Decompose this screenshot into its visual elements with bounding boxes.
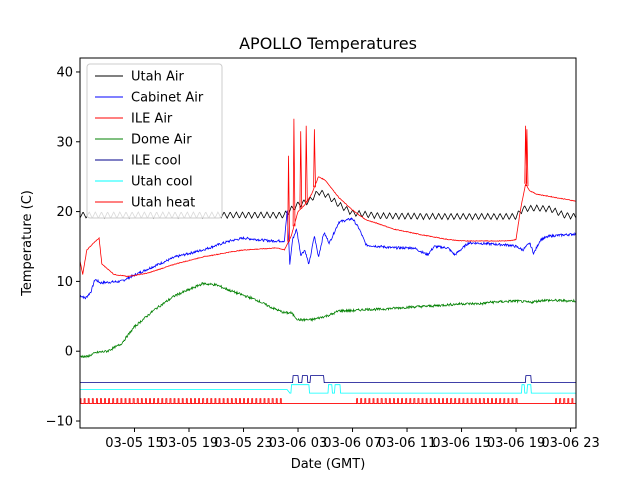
chart-title: APOLLO Temperatures <box>239 34 417 53</box>
y-axis: −10 0 10 20 30 40 <box>46 65 80 430</box>
legend-label-utah-cool: Utah cool <box>131 175 193 190</box>
series-line-utah-cool <box>80 384 576 394</box>
legend-label-ile-cool: ILE cool <box>131 154 181 169</box>
x-axis-label: Date (GMT) <box>291 457 366 472</box>
x-tick-label: 03-06 23 <box>541 436 599 451</box>
series-line-ile-cool <box>80 375 576 383</box>
x-tick-label: 03-06 07 <box>323 436 381 451</box>
x-tick-label: 03-06 15 <box>432 436 490 451</box>
y-tick-label: 20 <box>56 205 73 220</box>
y-tick-label: 10 <box>56 275 73 290</box>
legend-box <box>86 63 223 219</box>
plot-frame <box>79 57 577 429</box>
legend: Utah Air Cabinet Air ILE Air Dome Air ILE co… <box>86 63 223 219</box>
series-line-cabinet-air <box>80 210 576 300</box>
series-layer <box>80 118 576 404</box>
x-tick-label: 03-06 11 <box>378 436 436 451</box>
legend-label-utah-air: Utah Air <box>131 70 184 85</box>
legend-label-ile-air: ILE Air <box>131 112 173 127</box>
legend-label-utah-heat: Utah heat <box>131 196 195 211</box>
series-line-dome-air <box>80 282 576 359</box>
y-tick-label: 0 <box>65 345 73 360</box>
x-tick-label: 03-05 23 <box>214 436 272 451</box>
legend-label-cabinet-air: Cabinet Air <box>131 91 204 106</box>
y-tick-label: 40 <box>56 65 73 80</box>
x-tick-label: 03-06 19 <box>487 436 545 451</box>
legend-label-dome-air: Dome Air <box>131 133 192 148</box>
y-tick-label: 30 <box>56 135 73 150</box>
x-tick-label: 03-06 03 <box>269 436 327 451</box>
y-axis-label: Temperature (C) <box>20 190 35 297</box>
x-tick-label: 03-05 15 <box>105 436 163 451</box>
series-line-utah-heat <box>80 398 576 404</box>
y-tick-label: −10 <box>46 415 73 430</box>
series-line-ile-air <box>80 118 576 278</box>
x-tick-label: 03-05 19 <box>160 436 218 451</box>
